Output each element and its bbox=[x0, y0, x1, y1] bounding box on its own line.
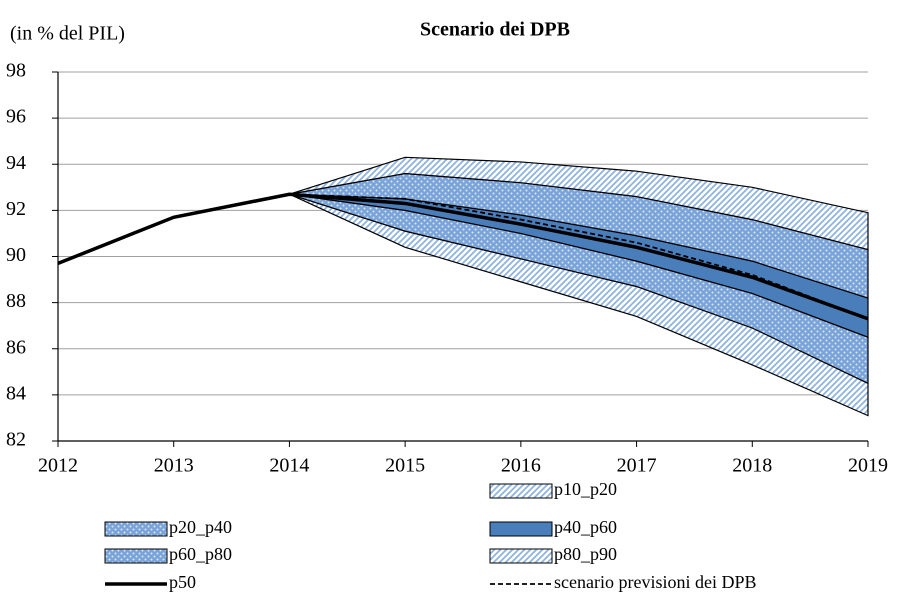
legend-swatch bbox=[104, 521, 168, 537]
x-tick-label: 2018 bbox=[732, 455, 772, 477]
chart-title: Scenario dei DPB bbox=[420, 19, 570, 41]
legend-swatch bbox=[489, 483, 553, 499]
y-tick-label: 96 bbox=[6, 106, 26, 128]
y-tick-label: 90 bbox=[6, 244, 26, 266]
x-tick-label: 2016 bbox=[501, 455, 541, 477]
legend-swatch bbox=[489, 548, 553, 564]
legend-swatch bbox=[489, 521, 553, 537]
dashed-line bbox=[289, 193, 869, 320]
fan-band bbox=[289, 156, 869, 251]
x-tick-label: 2017 bbox=[617, 455, 657, 477]
y-tick-label: 94 bbox=[6, 152, 26, 174]
y-tick-label: 84 bbox=[6, 382, 26, 404]
y-axis-label: (in % del PIL) bbox=[10, 23, 125, 45]
legend-label: p50 bbox=[169, 572, 196, 592]
legend-label: p60_p80 bbox=[169, 544, 232, 564]
y-tick-label: 86 bbox=[6, 336, 26, 358]
line bbox=[57, 192, 869, 321]
y-tick-label: 98 bbox=[6, 60, 26, 82]
legend-swatch bbox=[104, 548, 168, 564]
x-tick-label: 2015 bbox=[385, 455, 425, 477]
x-tick-label: 2013 bbox=[154, 455, 194, 477]
x-tick-label: 2012 bbox=[38, 455, 78, 477]
x-tick-label: 2019 bbox=[848, 455, 888, 477]
y-tick-label: 82 bbox=[6, 429, 26, 451]
legend-label: p80_p90 bbox=[554, 544, 617, 564]
legend-label: p40_p60 bbox=[554, 517, 617, 537]
legend-label: p20_p40 bbox=[169, 517, 232, 537]
y-tick-label: 92 bbox=[6, 198, 26, 220]
x-tick-label: 2014 bbox=[269, 455, 309, 477]
y-tick-label: 88 bbox=[6, 290, 26, 312]
legend-label: p10_p20 bbox=[554, 479, 617, 499]
legend-label: scenario previsioni dei DPB bbox=[554, 572, 756, 592]
